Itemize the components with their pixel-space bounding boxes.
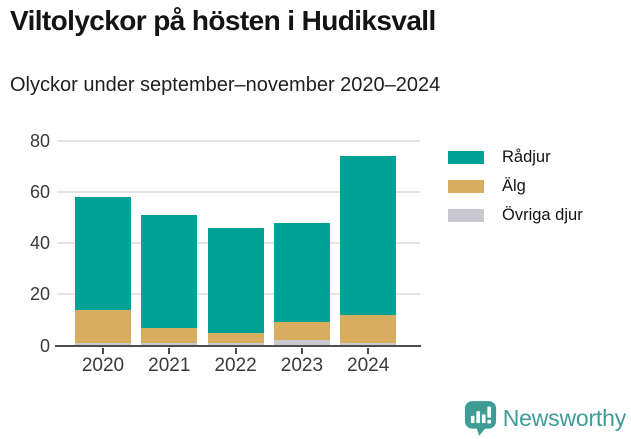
- page-subtitle: Olyckor under september–november 2020–20…: [10, 74, 441, 96]
- y-axis-label-40: 40: [29, 233, 50, 253]
- newsworthy-logo: Newsworthy: [464, 400, 626, 437]
- bar-2023-Övriga djur: [273, 340, 330, 346]
- bar-2021-Rådjur: [141, 214, 198, 328]
- bar-2020-Rådjur: [75, 196, 131, 310]
- x-tick-2024: [367, 347, 370, 354]
- legend-swatch-icon: [448, 179, 484, 193]
- bar-2021-Övriga djur: [141, 342, 198, 346]
- y-axis-label-0: 0: [39, 335, 50, 356]
- x-axis-label-2020: 2020: [81, 354, 125, 376]
- legend-label: Övriga djur: [502, 205, 583, 224]
- y-axis-label-60: 60: [29, 181, 50, 202]
- chart-speech-bubble-icon: [464, 401, 496, 436]
- x-axis-line: [55, 345, 421, 348]
- bar-2023-Rådjur: [273, 222, 330, 323]
- bar-2024-Älg: [340, 314, 397, 343]
- bar-2023-Älg: [273, 322, 330, 341]
- bar-2022-Älg: [207, 332, 264, 343]
- x-axis-label-2023: 2023: [280, 354, 324, 376]
- legend-item-Rådjur: Rådjur: [448, 147, 583, 167]
- y-axis-label-80: 80: [29, 130, 50, 151]
- bar-2022-Övriga djur: [207, 342, 264, 346]
- legend-item-Älg: Älg: [448, 176, 583, 196]
- bar-2022-Rådjur: [207, 227, 264, 333]
- x-axis-label-2024: 2024: [347, 354, 390, 376]
- x-tick-2020: [102, 347, 104, 354]
- x-tick-2023: [300, 347, 303, 354]
- legend-swatch-icon: [448, 150, 484, 164]
- gridline-80: [57, 139, 420, 142]
- x-tick-2022: [234, 347, 237, 354]
- x-axis-label-2021: 2021: [148, 354, 191, 376]
- legend-swatch-icon: [448, 208, 484, 222]
- bar-2020-Övriga djur: [75, 342, 131, 346]
- y-axis-label-20: 20: [29, 284, 50, 305]
- x-tick-2021: [168, 347, 171, 354]
- legend-label: Rådjur: [502, 147, 551, 166]
- legend-item-Övriga djur: Övriga djur: [448, 205, 583, 225]
- gridline-60: [57, 190, 420, 193]
- x-axis-label-2022: 2022: [214, 354, 257, 376]
- bar-2021-Älg: [141, 327, 198, 343]
- legend-label: Älg: [502, 176, 526, 195]
- page-title: Viltolyckor på hösten i Hudiksvall: [10, 5, 436, 36]
- bar-2020-Älg: [75, 309, 131, 343]
- bar-2024-Övriga djur: [340, 342, 397, 346]
- brand-name: Newsworthy: [502, 405, 626, 431]
- bar-2024-Rådjur: [340, 155, 397, 315]
- legend: Rådjur Älg Övriga djur: [448, 147, 583, 234]
